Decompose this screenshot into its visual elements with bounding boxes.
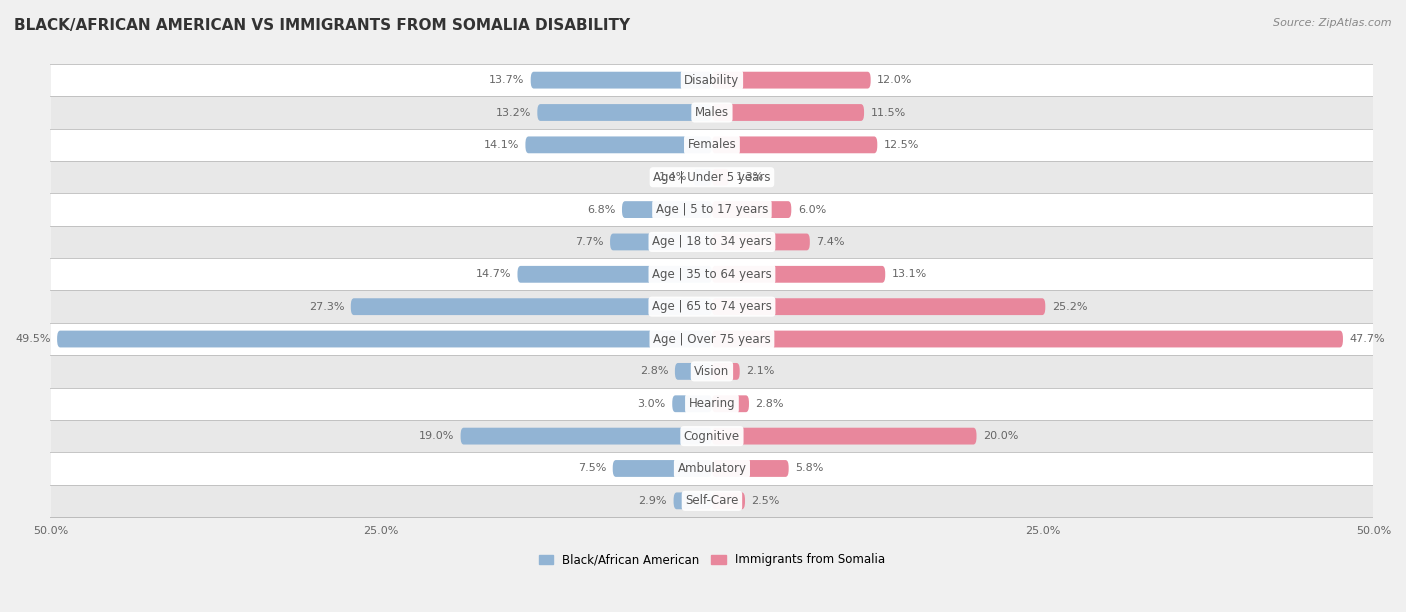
FancyBboxPatch shape	[673, 493, 711, 509]
FancyBboxPatch shape	[51, 323, 1374, 355]
FancyBboxPatch shape	[711, 201, 792, 218]
FancyBboxPatch shape	[526, 136, 711, 153]
FancyBboxPatch shape	[51, 129, 1374, 161]
Text: Age | Over 75 years: Age | Over 75 years	[652, 332, 770, 346]
Text: 7.7%: 7.7%	[575, 237, 603, 247]
FancyBboxPatch shape	[51, 193, 1374, 226]
Text: 3.0%: 3.0%	[637, 399, 665, 409]
Text: 12.0%: 12.0%	[877, 75, 912, 85]
FancyBboxPatch shape	[51, 291, 1374, 323]
FancyBboxPatch shape	[711, 298, 1045, 315]
Text: 7.4%: 7.4%	[817, 237, 845, 247]
Text: Vision: Vision	[695, 365, 730, 378]
Text: 19.0%: 19.0%	[419, 431, 454, 441]
FancyBboxPatch shape	[711, 72, 870, 89]
FancyBboxPatch shape	[711, 363, 740, 380]
Text: 12.5%: 12.5%	[884, 140, 920, 150]
FancyBboxPatch shape	[711, 428, 977, 444]
Text: Age | 35 to 64 years: Age | 35 to 64 years	[652, 268, 772, 281]
Text: Source: ZipAtlas.com: Source: ZipAtlas.com	[1274, 18, 1392, 28]
Text: Age | Under 5 years: Age | Under 5 years	[654, 171, 770, 184]
FancyBboxPatch shape	[51, 452, 1374, 485]
FancyBboxPatch shape	[51, 64, 1374, 96]
FancyBboxPatch shape	[517, 266, 711, 283]
FancyBboxPatch shape	[51, 420, 1374, 452]
Text: Age | 5 to 17 years: Age | 5 to 17 years	[655, 203, 768, 216]
FancyBboxPatch shape	[610, 234, 711, 250]
FancyBboxPatch shape	[51, 258, 1374, 291]
FancyBboxPatch shape	[350, 298, 711, 315]
FancyBboxPatch shape	[58, 330, 711, 348]
FancyBboxPatch shape	[51, 387, 1374, 420]
FancyBboxPatch shape	[537, 104, 711, 121]
FancyBboxPatch shape	[711, 104, 865, 121]
FancyBboxPatch shape	[711, 330, 1343, 348]
FancyBboxPatch shape	[51, 96, 1374, 129]
FancyBboxPatch shape	[51, 161, 1374, 193]
FancyBboxPatch shape	[613, 460, 711, 477]
FancyBboxPatch shape	[621, 201, 711, 218]
Text: Self-Care: Self-Care	[685, 494, 738, 507]
Text: 27.3%: 27.3%	[309, 302, 344, 312]
Text: 47.7%: 47.7%	[1350, 334, 1385, 344]
Text: Age | 18 to 34 years: Age | 18 to 34 years	[652, 236, 772, 248]
Text: 11.5%: 11.5%	[870, 108, 905, 118]
FancyBboxPatch shape	[711, 169, 730, 185]
FancyBboxPatch shape	[711, 136, 877, 153]
Text: 1.3%: 1.3%	[735, 172, 763, 182]
FancyBboxPatch shape	[530, 72, 711, 89]
Text: 5.8%: 5.8%	[796, 463, 824, 474]
Text: 13.1%: 13.1%	[891, 269, 927, 279]
Legend: Black/African American, Immigrants from Somalia: Black/African American, Immigrants from …	[534, 548, 890, 571]
Text: Ambulatory: Ambulatory	[678, 462, 747, 475]
Text: 6.8%: 6.8%	[586, 204, 616, 215]
FancyBboxPatch shape	[711, 266, 886, 283]
FancyBboxPatch shape	[711, 234, 810, 250]
FancyBboxPatch shape	[461, 428, 711, 444]
Text: 49.5%: 49.5%	[15, 334, 51, 344]
Text: Disability: Disability	[685, 73, 740, 87]
Text: Age | 65 to 74 years: Age | 65 to 74 years	[652, 300, 772, 313]
Text: 1.4%: 1.4%	[658, 172, 686, 182]
Text: 13.2%: 13.2%	[495, 108, 530, 118]
FancyBboxPatch shape	[51, 355, 1374, 387]
Text: Females: Females	[688, 138, 737, 151]
FancyBboxPatch shape	[51, 485, 1374, 517]
Text: Males: Males	[695, 106, 728, 119]
Text: 25.2%: 25.2%	[1052, 302, 1087, 312]
Text: 7.5%: 7.5%	[578, 463, 606, 474]
FancyBboxPatch shape	[693, 169, 711, 185]
FancyBboxPatch shape	[711, 395, 749, 412]
Text: Hearing: Hearing	[689, 397, 735, 410]
Text: 14.1%: 14.1%	[484, 140, 519, 150]
FancyBboxPatch shape	[711, 460, 789, 477]
Text: 14.7%: 14.7%	[475, 269, 510, 279]
Text: 2.8%: 2.8%	[755, 399, 785, 409]
Text: 6.0%: 6.0%	[799, 204, 827, 215]
Text: 2.1%: 2.1%	[747, 367, 775, 376]
Text: 20.0%: 20.0%	[983, 431, 1018, 441]
Text: 13.7%: 13.7%	[489, 75, 524, 85]
Text: BLACK/AFRICAN AMERICAN VS IMMIGRANTS FROM SOMALIA DISABILITY: BLACK/AFRICAN AMERICAN VS IMMIGRANTS FRO…	[14, 18, 630, 34]
Text: Cognitive: Cognitive	[683, 430, 740, 442]
Text: 2.5%: 2.5%	[752, 496, 780, 506]
Text: 2.8%: 2.8%	[640, 367, 668, 376]
FancyBboxPatch shape	[672, 395, 711, 412]
FancyBboxPatch shape	[711, 493, 745, 509]
FancyBboxPatch shape	[51, 226, 1374, 258]
Text: 2.9%: 2.9%	[638, 496, 666, 506]
FancyBboxPatch shape	[675, 363, 711, 380]
